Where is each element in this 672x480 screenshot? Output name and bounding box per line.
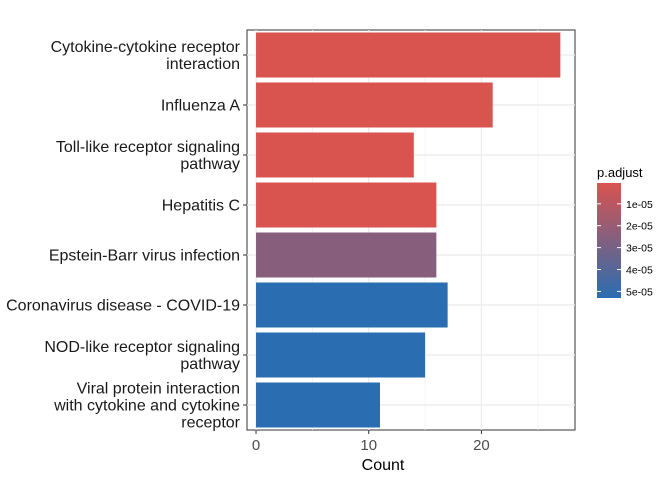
category-label: Epstein-Barr virus infection [49, 248, 240, 265]
category-labels: Cytokine-cytokine receptor interaction Inf… [6, 39, 247, 432]
x-axis-title: Count [362, 457, 405, 474]
x-tick-label: 10 [360, 437, 377, 454]
category-label: Viral protein interaction with cytokine a… [53, 381, 241, 432]
category-label: Hepatitis C [162, 198, 240, 215]
x-tick-label: 20 [473, 437, 490, 454]
x-tick-label: 0 [252, 437, 260, 454]
category-label: Cytokine-cytokine receptor interaction [51, 39, 241, 73]
category-label: Coronavirus disease - COVID-19 [6, 298, 240, 315]
legend-ticks: 1e-05 2e-05 3e-05 4e-05 5e-05 [597, 199, 653, 298]
legend-tick-label: 5e-05 [626, 286, 653, 298]
bar [256, 332, 426, 378]
bar [256, 382, 381, 428]
category-label: Toll-like receptor signaling pathway [56, 139, 240, 173]
category-label: NOD-like receptor signaling pathway [44, 339, 240, 373]
bar [256, 82, 493, 128]
bar [256, 282, 448, 328]
legend-tick-label: 3e-05 [626, 243, 653, 255]
legend-colorbar [597, 183, 621, 298]
bar [256, 182, 437, 228]
legend-tick-label: 1e-05 [626, 199, 653, 211]
bar [256, 132, 414, 178]
bar [256, 32, 561, 78]
legend-tick-label: 2e-05 [626, 221, 653, 233]
legend-title: p.adjust [597, 165, 643, 180]
bars [256, 32, 561, 428]
bar [256, 232, 437, 278]
legend-tick-label: 4e-05 [626, 265, 653, 277]
legend: p.adjust 1e-05 2e-05 3e-05 4e-05 5e-05 [597, 165, 653, 298]
x-axis: 0 10 20 [252, 430, 490, 454]
category-label: Influenza A [161, 98, 241, 115]
